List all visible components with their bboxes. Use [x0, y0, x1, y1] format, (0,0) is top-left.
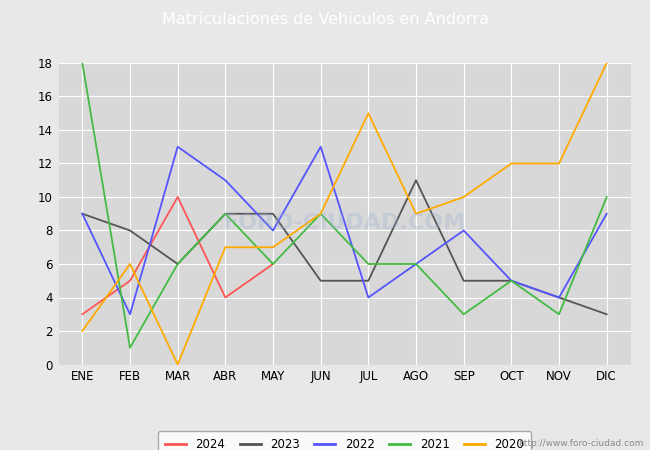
Text: FORO-CIUDAD.COM: FORO-CIUDAD.COM: [224, 213, 465, 233]
Text: http://www.foro-ciudad.com: http://www.foro-ciudad.com: [518, 439, 644, 448]
Legend: 2024, 2023, 2022, 2021, 2020: 2024, 2023, 2022, 2021, 2020: [158, 431, 531, 450]
Text: Matriculaciones de Vehiculos en Andorra: Matriculaciones de Vehiculos en Andorra: [161, 12, 489, 27]
